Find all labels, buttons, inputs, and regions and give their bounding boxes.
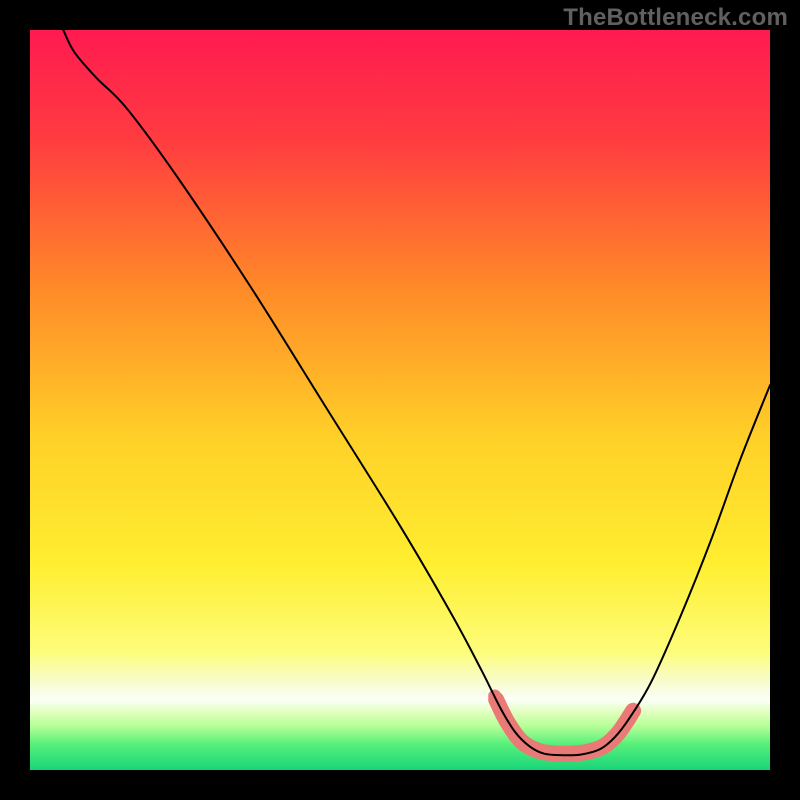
- plot-background: [30, 30, 770, 770]
- chart-stage: TheBottleneck.com: [0, 0, 800, 800]
- bottleneck-chart: [0, 0, 800, 800]
- watermark: TheBottleneck.com: [563, 4, 788, 32]
